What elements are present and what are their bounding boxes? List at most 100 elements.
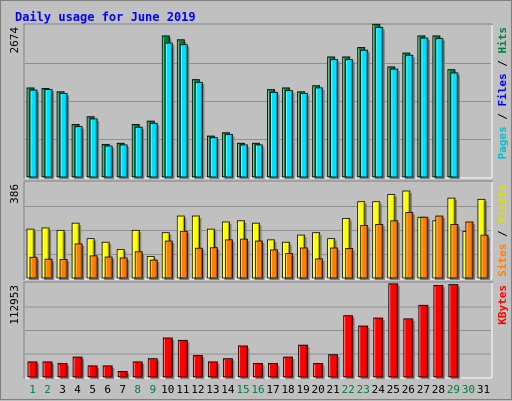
pages-bar bbox=[59, 93, 70, 179]
kbytes-bar bbox=[358, 325, 370, 379]
kbytes-bar bbox=[268, 363, 280, 379]
kbytes-bar bbox=[102, 365, 115, 379]
x-tick-label: 28 bbox=[432, 383, 445, 396]
kbytes-bar bbox=[147, 358, 160, 379]
sites-bar bbox=[360, 225, 370, 280]
axis-label-part: Sites bbox=[496, 244, 509, 277]
kbytes-bar bbox=[177, 339, 190, 379]
x-tick-label: 23 bbox=[357, 383, 370, 396]
sites-bar bbox=[315, 258, 325, 280]
x-tick-label: 8 bbox=[134, 383, 141, 396]
kbytes-bar bbox=[57, 363, 70, 379]
x-tick-label: 14 bbox=[221, 383, 235, 396]
sites-bar bbox=[240, 238, 250, 280]
x-tick-label: 9 bbox=[149, 383, 156, 396]
pages-bar bbox=[270, 91, 280, 179]
bars bbox=[27, 283, 460, 379]
x-tick-label: 2 bbox=[44, 383, 51, 396]
x-tick-label: 22 bbox=[342, 383, 355, 396]
sites-bar bbox=[104, 256, 115, 280]
pages-bar bbox=[345, 59, 355, 180]
sites-bar bbox=[270, 249, 280, 280]
y-max-label: 112953 bbox=[8, 285, 21, 325]
kbytes-bar bbox=[72, 356, 85, 379]
x-axis-tick-labels: 1 2 3 4 5 6 7 8 9 10 11 12 13 14 15 16 17 18 19 20 21 22 23 24 2… bbox=[29, 383, 490, 396]
x-tick-label: 6 bbox=[104, 383, 111, 396]
pages-bar bbox=[330, 59, 340, 180]
pages-bar bbox=[360, 49, 370, 179]
sites-bar bbox=[134, 251, 145, 280]
sites-bar bbox=[480, 234, 490, 280]
kbytes-bar bbox=[283, 356, 295, 379]
sites-bar bbox=[149, 259, 160, 280]
x-tick-label: 24 bbox=[372, 383, 386, 396]
x-tick-label: 31 bbox=[477, 383, 490, 396]
axis-label-part: Visits bbox=[496, 184, 509, 224]
y-max-label: 386 bbox=[8, 184, 21, 204]
pages-bar bbox=[74, 126, 85, 179]
x-tick-label: 27 bbox=[417, 383, 430, 396]
axis-label-part: Files bbox=[496, 73, 509, 106]
sites-bar bbox=[405, 212, 415, 280]
sites-bar bbox=[450, 223, 460, 280]
kbytes-bar bbox=[132, 361, 145, 379]
sites-bar bbox=[255, 240, 265, 280]
kbytes-bar bbox=[313, 363, 325, 379]
pages-bar bbox=[104, 145, 115, 179]
x-tick-label: 4 bbox=[74, 383, 81, 396]
sites-bar bbox=[179, 230, 190, 280]
sites-bar bbox=[285, 253, 295, 280]
pages-bar bbox=[179, 44, 190, 179]
pages-bar bbox=[435, 38, 445, 179]
kbytes-bar bbox=[373, 317, 385, 379]
pages-bar bbox=[164, 42, 175, 180]
sites-bar bbox=[435, 215, 445, 280]
sites-bar bbox=[89, 255, 100, 280]
series-axis-label: KBytes bbox=[496, 285, 509, 325]
sites-bar bbox=[330, 247, 340, 280]
series-axis-label: Pages / Files / Hits bbox=[496, 27, 509, 160]
pages-bar bbox=[420, 37, 430, 179]
kbytes-bar bbox=[42, 361, 55, 379]
x-tick-label: 3 bbox=[59, 383, 66, 396]
kbytes-bar bbox=[207, 361, 220, 379]
axis-label-part: Hits bbox=[496, 27, 509, 54]
kbytes-bar bbox=[298, 344, 310, 379]
sites-bar bbox=[194, 247, 205, 280]
x-tick-label: 5 bbox=[89, 383, 96, 396]
x-tick-label: 21 bbox=[327, 383, 340, 396]
axis-label-part: Pages bbox=[496, 126, 509, 159]
sites-bar bbox=[119, 257, 130, 280]
pages-bar bbox=[315, 87, 325, 179]
panel-mid: 386 Sites / Visits bbox=[8, 180, 509, 280]
pages-bar bbox=[29, 89, 40, 179]
sites-bar bbox=[44, 258, 55, 280]
kbytes-bar bbox=[448, 284, 460, 379]
sites-bar bbox=[345, 248, 355, 280]
sites-bar bbox=[74, 243, 85, 280]
axis-label-part: / bbox=[496, 107, 509, 127]
pages-bar bbox=[300, 93, 310, 179]
kbytes-bar bbox=[192, 355, 205, 379]
pages-bar bbox=[194, 81, 205, 179]
chart-panels: 2674 Pages / Files / Hits 386 Sites / Visit… bbox=[8, 23, 509, 379]
x-tick-label: 12 bbox=[191, 383, 204, 396]
x-tick-label: 13 bbox=[206, 383, 219, 396]
kbytes-bar bbox=[223, 358, 235, 379]
kbytes-bar bbox=[328, 354, 340, 379]
y-max-label: 2674 bbox=[8, 27, 21, 54]
sites-bar bbox=[465, 221, 475, 280]
sites-bar bbox=[209, 247, 220, 280]
pages-bar bbox=[89, 118, 100, 179]
sites-bar bbox=[300, 247, 310, 280]
kbytes-bar bbox=[117, 371, 130, 379]
x-tick-label: 25 bbox=[387, 383, 400, 396]
x-tick-label: 7 bbox=[119, 383, 126, 396]
x-tick-label: 29 bbox=[447, 383, 460, 396]
kbytes-bar bbox=[418, 304, 430, 379]
x-tick-label: 18 bbox=[281, 383, 294, 396]
kbytes-bar bbox=[238, 345, 250, 379]
pages-bar bbox=[390, 68, 400, 179]
x-tick-label: 20 bbox=[312, 383, 325, 396]
pages-bar bbox=[285, 90, 295, 179]
